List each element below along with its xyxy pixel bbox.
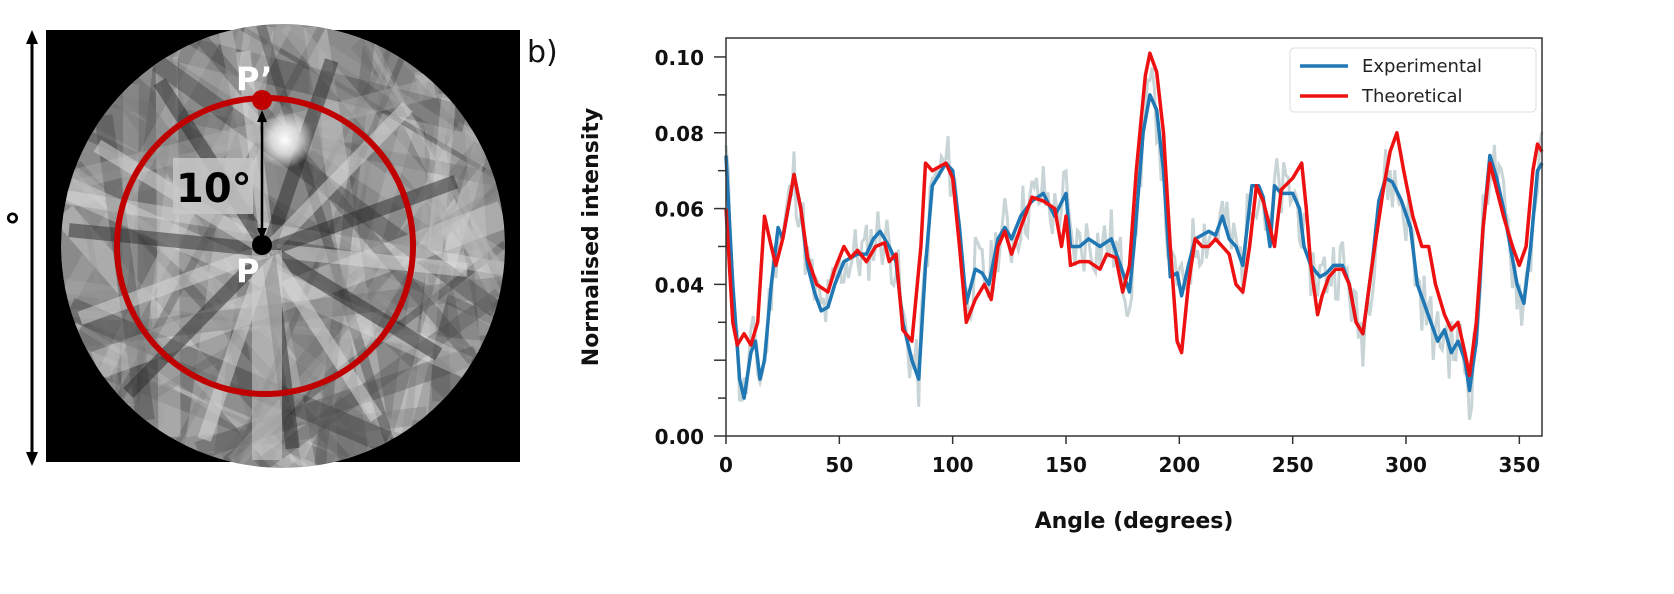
pattern-figure: ° 10° P’ P [4,24,520,468]
series-line-theoretical [724,51,1544,378]
y-tick-label: 0.10 [655,46,704,70]
y-tick-label: 0.06 [655,198,704,222]
point-p-label: P [236,252,259,290]
x-tick-label: 350 [1498,453,1540,477]
angle-label-box [173,158,253,214]
legend-frame [1289,47,1537,113]
x-tick-label: 50 [825,453,853,477]
raw-trace-line [724,67,1544,421]
y-tick-label: 0.08 [655,122,704,146]
point-p-marker [252,235,272,255]
x-tick-label: 150 [1045,453,1087,477]
kikuchi-pattern [61,24,505,468]
series-line-experimental [724,93,1544,400]
point-p-prime-label: P’ [236,60,273,98]
x-tick-label: 300 [1385,453,1427,477]
x-tick-label: 100 [932,453,974,477]
x-tick-label: 0 [719,453,733,477]
x-axis-label: Angle (degrees) [1035,509,1234,534]
y-tick-label: 0.00 [655,425,704,449]
side-scale-arrow [26,30,38,466]
side-label: ° [4,207,21,247]
angle-arrow [257,110,267,240]
angle-label: 10° [176,166,252,212]
y-tick-label: 0.04 [655,273,704,297]
y-axis-label: Normalised intensity [579,108,604,366]
plot-frame [725,37,1543,437]
legend: Experimental Theoretical [1289,47,1537,113]
raw-trace [724,67,1544,421]
x-tick-label: 200 [1158,453,1200,477]
x-tick-label: 250 [1272,453,1314,477]
legend-label: Experimental [1362,56,1482,77]
legend-label: Theoretical [1361,86,1463,107]
point-p-prime-marker [252,90,272,110]
